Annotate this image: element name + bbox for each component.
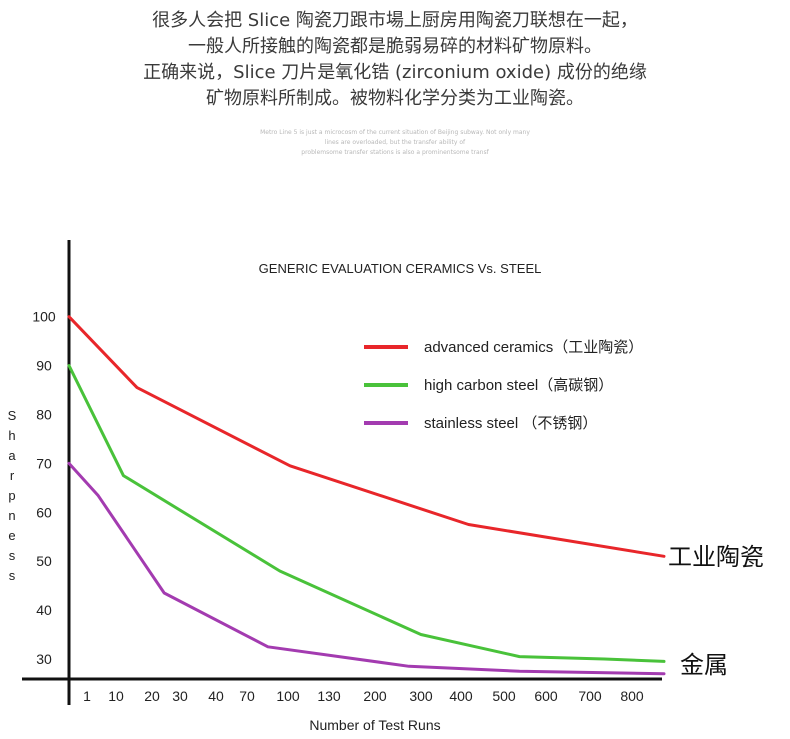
stainless-steel-line <box>67 461 666 676</box>
series-annotation: 工业陶瓷 <box>668 543 764 571</box>
x-tick-label: 10 <box>108 688 124 704</box>
intro-line: 正确来说，Slice 刀片是氧化锆 (zirconium oxide) 成份的绝… <box>143 62 647 83</box>
x-axis-label: Number of Test Runs <box>309 717 440 733</box>
x-tick-label: 400 <box>449 688 473 704</box>
y-tick-label: 100 <box>32 309 56 325</box>
y-tick-label: 50 <box>36 553 52 569</box>
series-annotation: 金属 <box>680 651 728 679</box>
x-tick-label: 100 <box>276 688 300 704</box>
intro-line: 一般人所接触的陶瓷都是脆弱易碎的材料矿物原料。 <box>188 36 602 57</box>
advanced-ceramics-line <box>67 315 666 558</box>
y-tick-label: 60 <box>36 504 52 520</box>
x-tick-label: 200 <box>363 688 387 704</box>
x-tick-label: 600 <box>534 688 558 704</box>
x-tick-label: 20 <box>144 688 160 704</box>
x-tick-label: 1 <box>83 688 91 704</box>
fine-print-line: problemsome transfer stations is also a … <box>301 149 489 156</box>
x-tick-label: 70 <box>239 688 255 704</box>
intro-text: 很多人会把 Slice 陶瓷刀跟市場上厨房用陶瓷刀联想在一起， 一般人所接触的陶… <box>0 8 790 112</box>
y-tick-label: 80 <box>36 407 52 423</box>
legend-label: advanced ceramics（工业陶瓷） <box>424 339 643 356</box>
legend-label: high carbon steel（高碳钢） <box>424 377 613 394</box>
chart-title: GENERIC EVALUATION CERAMICS Vs. STEEL <box>259 261 542 276</box>
y-tick-label: 40 <box>36 602 52 618</box>
y-tick-label: 70 <box>36 455 52 471</box>
intro-line: 很多人会把 Slice 陶瓷刀跟市場上厨房用陶瓷刀联想在一起， <box>152 10 638 31</box>
y-tick-label: 30 <box>36 651 52 667</box>
x-tick-label: 500 <box>492 688 516 704</box>
legend-label: stainless steel （不锈钢） <box>424 415 597 432</box>
x-tick-label: 800 <box>620 688 644 704</box>
high-carbon-steel-line <box>67 364 666 663</box>
x-tick-label: 30 <box>172 688 188 704</box>
y-tick-label: 90 <box>36 358 52 374</box>
fine-print: Metro Line 5 is just a microcosm of the … <box>0 128 790 158</box>
intro-line: 矿物原料所制成。被物料化学分类为工业陶瓷。 <box>206 88 584 109</box>
x-tick-label: 700 <box>578 688 602 704</box>
fine-print-line: lines are overloaded, but the transfer a… <box>324 139 466 146</box>
fine-print-line: Metro Line 5 is just a microcosm of the … <box>260 129 530 136</box>
x-tick-label: 300 <box>409 688 433 704</box>
x-tick-label: 40 <box>208 688 224 704</box>
x-tick-label: 130 <box>317 688 341 704</box>
